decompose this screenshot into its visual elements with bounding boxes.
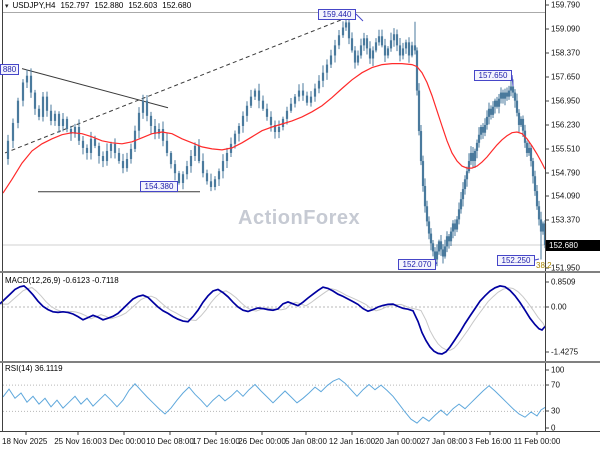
ohlc-low: 152.603 (128, 1, 158, 10)
chart-dropdown-icon[interactable]: ▾ (5, 3, 9, 10)
chart-title: ▾ USDJPY,H4 152.797 152.880 152.603 152.680 (5, 1, 191, 10)
price-tag-connector (435, 261, 438, 265)
price-tag-connector (511, 74, 514, 87)
rsi-line (2, 378, 546, 424)
candlesticks (6, 17, 547, 267)
titlebar-separator (3, 12, 545, 13)
ohlc-high: 152.880 (94, 1, 124, 10)
symbol-timeframe: USDJPY,H4 (12, 1, 56, 10)
macd-main-line (0, 284, 546, 355)
ascending-dashed-trendline (4, 17, 346, 154)
moving-average-line (2, 62, 546, 194)
price-axis-border (545, 0, 546, 431)
macd-panel-separator[interactable] (0, 271, 600, 273)
chart-left-border (2, 0, 3, 431)
watermark: ActionForex (238, 207, 361, 229)
macd-signal-line (0, 287, 546, 351)
price-tag-connector (355, 13, 364, 22)
ohlc-close: 152.680 (162, 1, 192, 10)
time-axis-border (0, 431, 600, 432)
ohlc-open: 152.797 (60, 1, 90, 10)
rsi-label: RSI(14) 36.1119 (5, 364, 63, 373)
rsi-panel-separator[interactable] (0, 361, 600, 363)
price-tag-connector (534, 258, 540, 261)
macd-label: MACD(12,26,9) -0.6123 -0.7118 (5, 276, 119, 285)
